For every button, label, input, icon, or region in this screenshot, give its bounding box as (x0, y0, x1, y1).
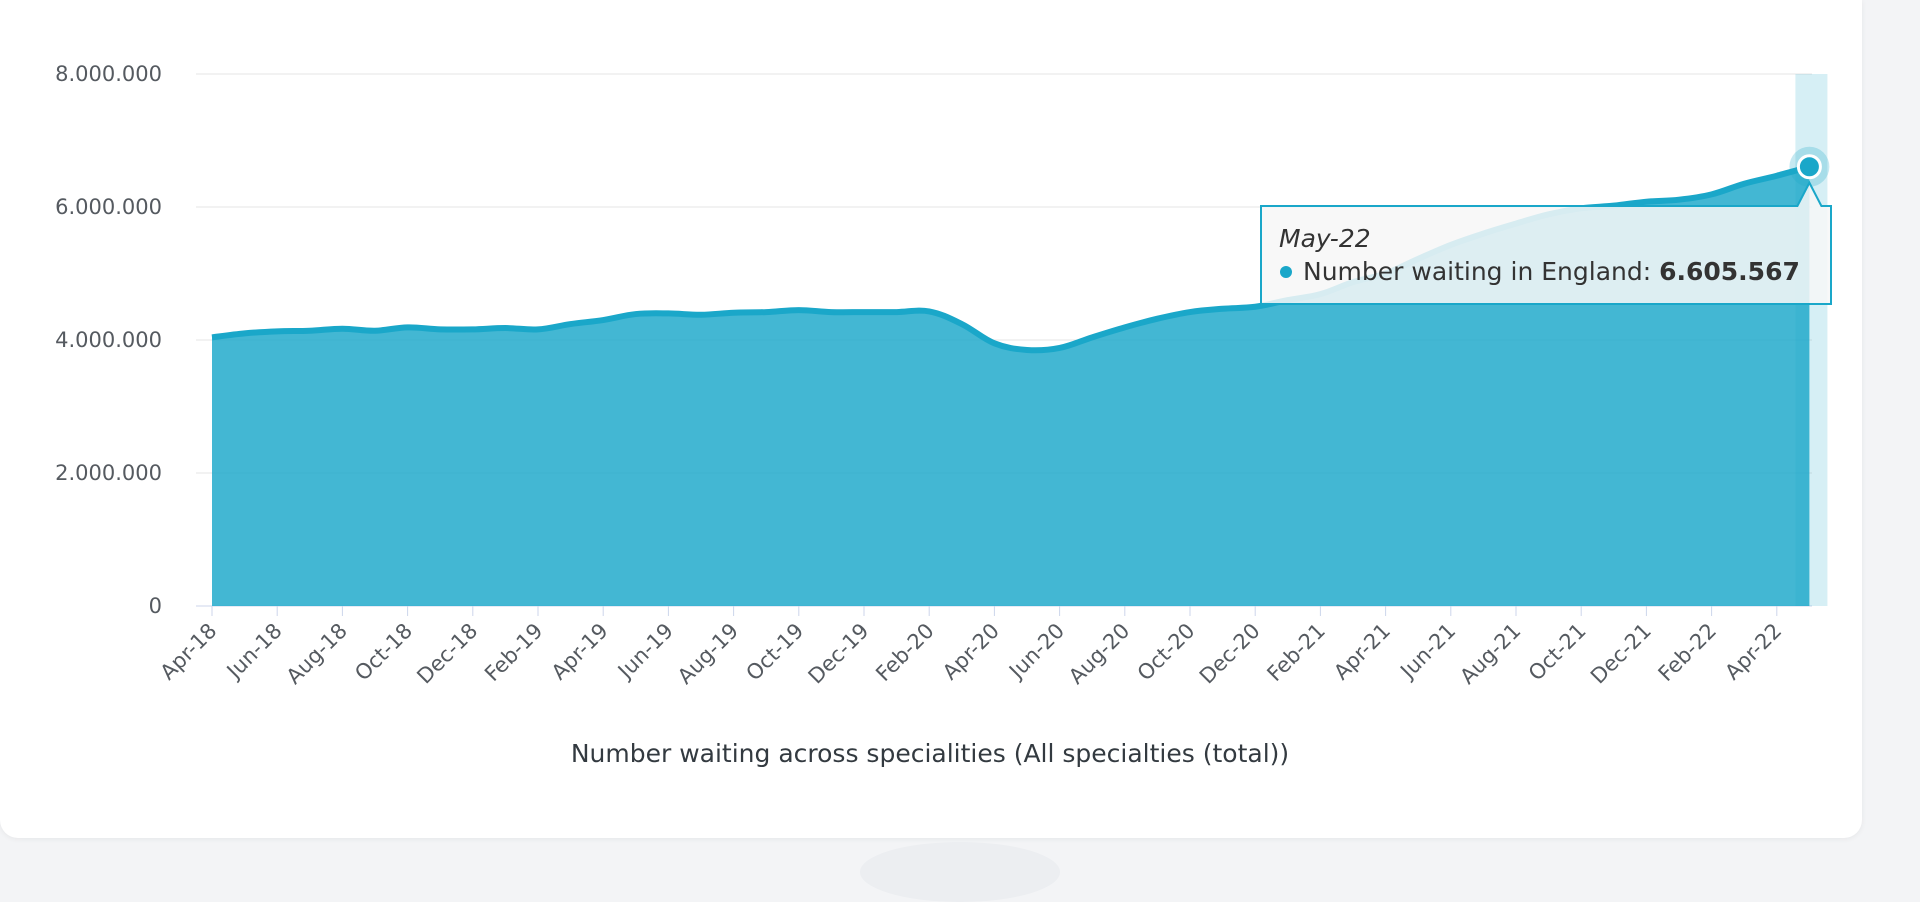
x-tick-label: Dec-21 (1586, 619, 1656, 689)
x-tick-label: Dec-18 (412, 619, 482, 689)
tooltip-series-label: Number waiting in England: (1303, 257, 1659, 286)
x-tick-label: Feb-22 (1654, 619, 1722, 687)
x-tick-label: Jun-18 (221, 619, 287, 685)
tooltip-date: May-22 (1279, 224, 1371, 253)
tooltip-box (1260, 180, 1832, 305)
area-chart: 0 2.000.000 4.000.000 6.000.000 8.000.000 Ap… (55, 62, 1832, 768)
tooltip: May-22 Number waiting in England: 6.605.… (1260, 180, 1832, 305)
x-tick-label: Feb-21 (1262, 619, 1330, 687)
x-tick-label: Oct-19 (741, 619, 808, 686)
tooltip-series-dot (1280, 266, 1292, 278)
x-tick-label: Aug-21 (1455, 619, 1525, 689)
x-tick-label: Oct-20 (1133, 619, 1200, 686)
x-tick-label: Feb-19 (480, 619, 548, 687)
y-tick-label: 6.000.000 (55, 195, 162, 219)
x-tick-label: Apr-22 (1720, 619, 1786, 685)
x-tick-label: Dec-19 (804, 619, 874, 689)
x-tick-label: Aug-20 (1064, 619, 1134, 689)
y-tick-label: 4.000.000 (55, 328, 162, 352)
x-axis-title: Number waiting across specialities (All … (571, 739, 1289, 768)
tooltip-value: 6.605.567 (1659, 257, 1800, 286)
hover-point-marker[interactable] (1789, 146, 1830, 187)
y-tick-label: 8.000.000 (55, 62, 162, 86)
x-tick-label: Apr-21 (1329, 619, 1395, 685)
x-tick-label: Jun-20 (1003, 619, 1069, 685)
x-tick-label: Jun-19 (612, 619, 678, 685)
x-tick-label: Aug-19 (673, 619, 743, 689)
x-tick-label: Dec-20 (1195, 619, 1265, 689)
x-tick-label: Apr-20 (938, 619, 1004, 685)
x-tick-label: Oct-21 (1524, 619, 1591, 686)
x-tick-label: Oct-18 (350, 619, 417, 686)
y-axis-ticks: 0 2.000.000 4.000.000 6.000.000 8.000.000 (55, 62, 162, 618)
y-tick-label: 2.000.000 (55, 461, 162, 485)
x-tick-label: Feb-20 (871, 619, 939, 687)
x-tick-label: Apr-19 (547, 619, 613, 685)
marker-dot[interactable] (1796, 154, 1822, 180)
x-tick-label: Jun-21 (1394, 619, 1460, 685)
y-tick-label: 0 (149, 594, 162, 618)
tooltip-series-text: Number waiting in England: 6.605.567 (1303, 257, 1800, 286)
x-tick-label: Aug-18 (282, 619, 352, 689)
x-tick-label: Apr-18 (156, 619, 222, 685)
